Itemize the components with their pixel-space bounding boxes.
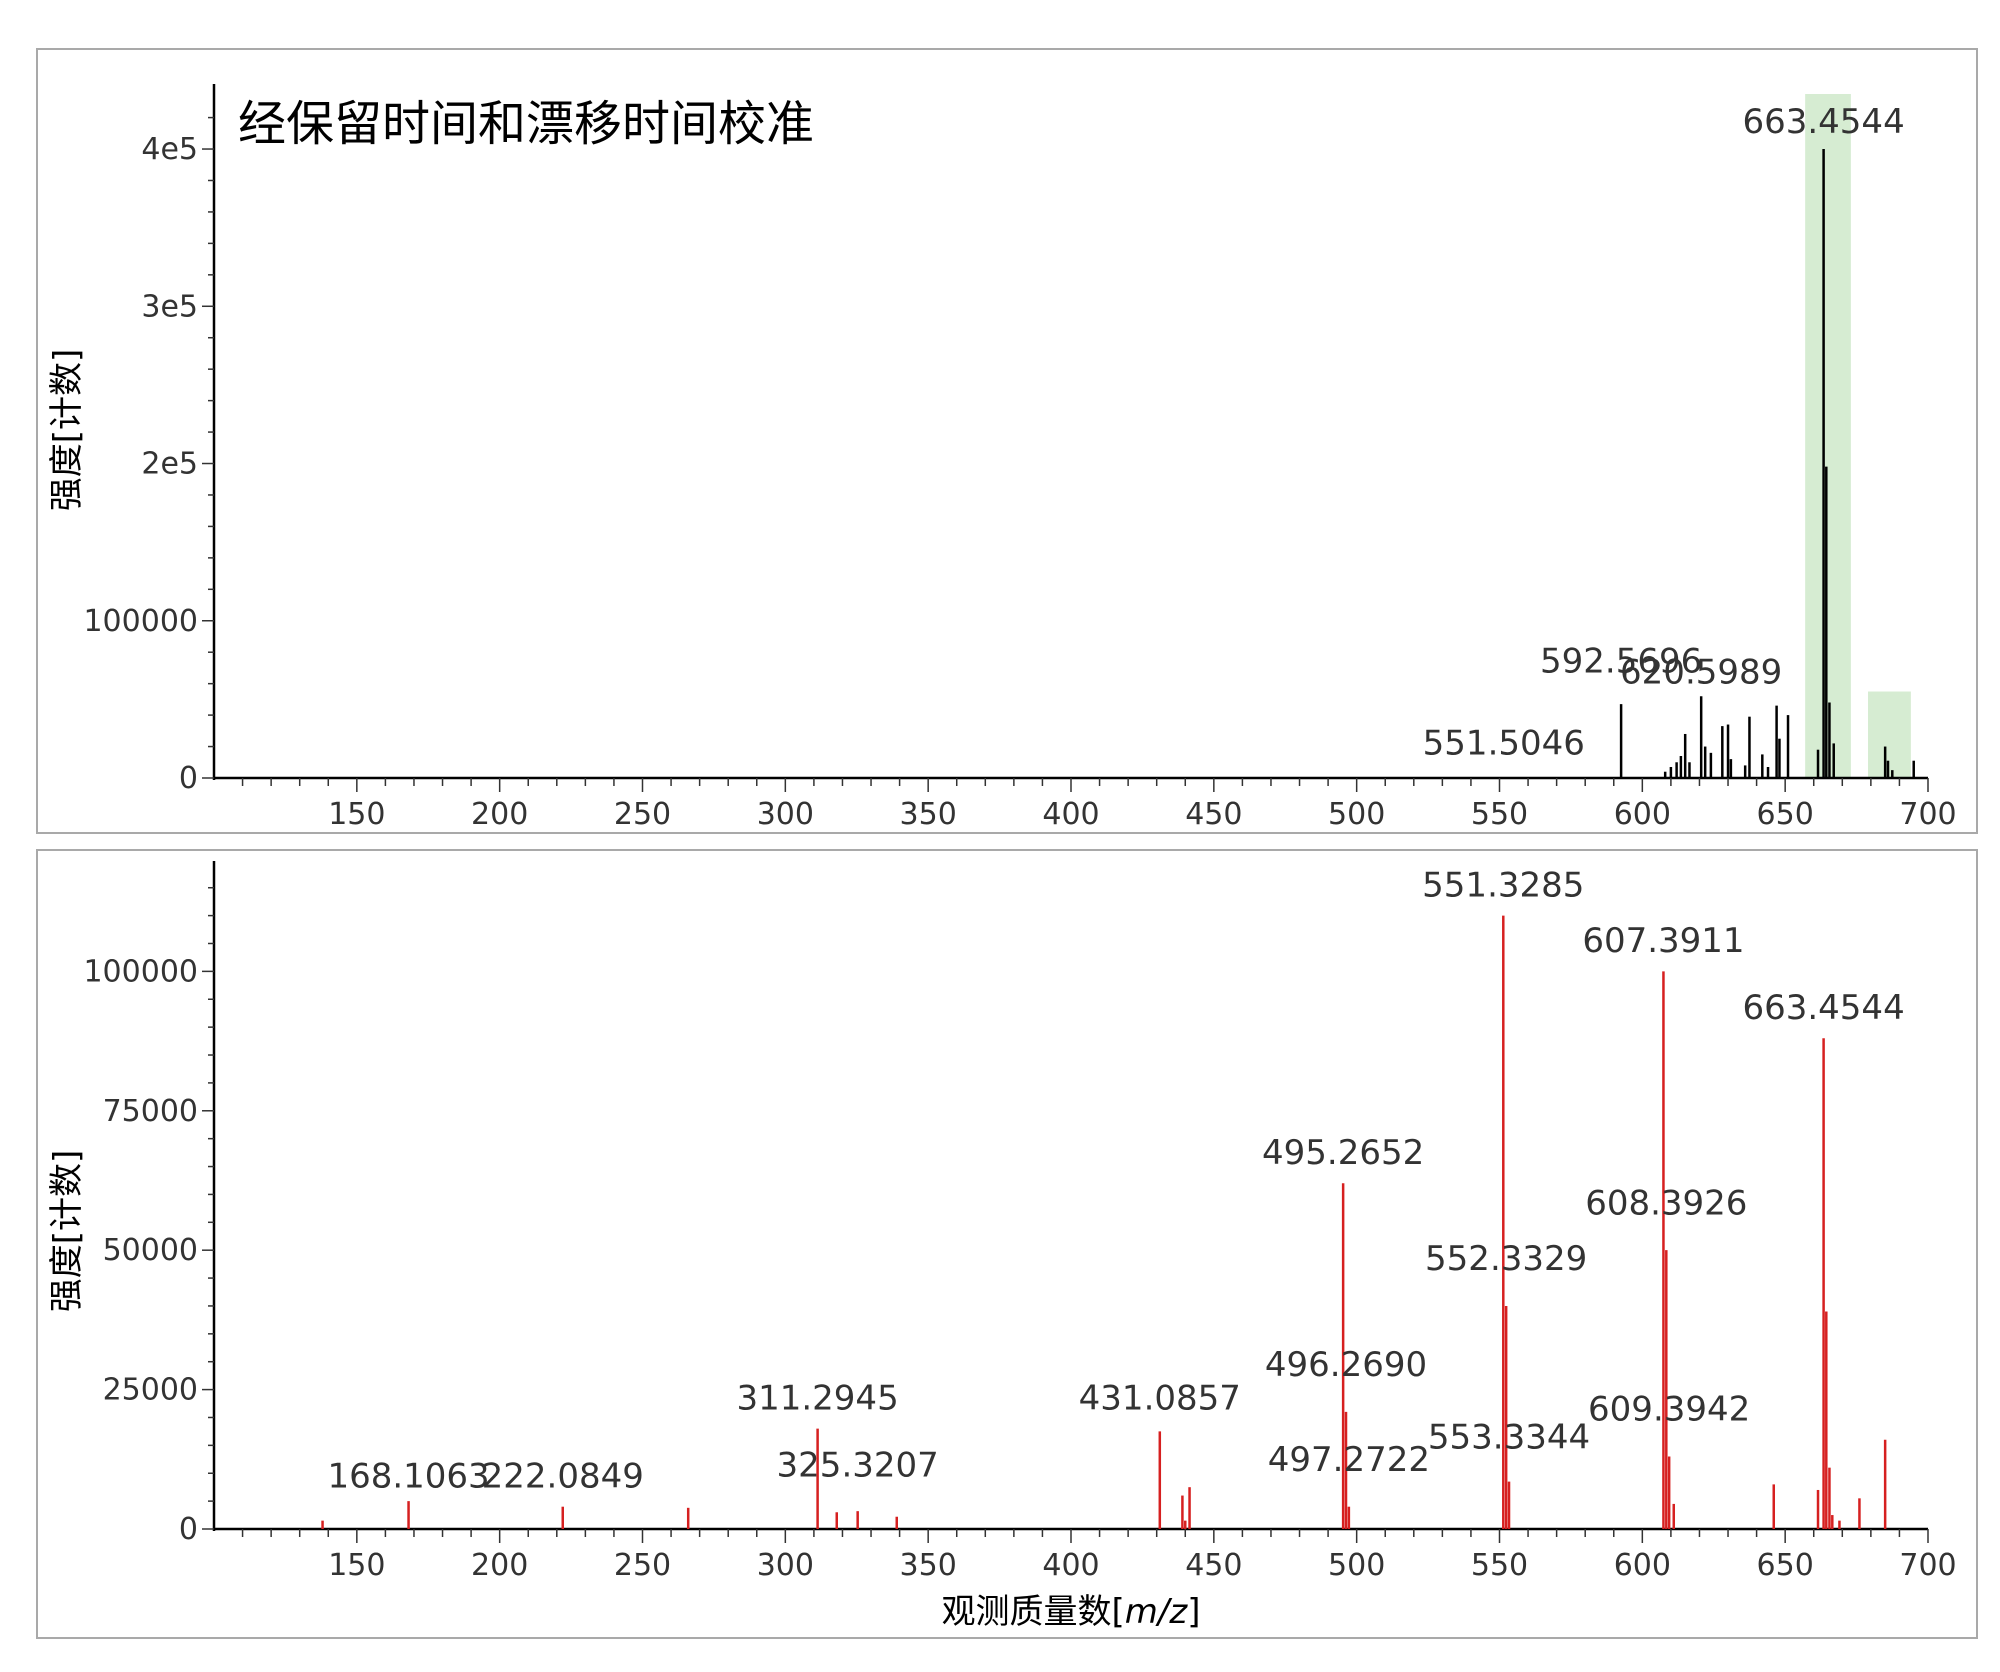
highlight-band bbox=[1805, 94, 1851, 778]
peak-label: 325.3207 bbox=[777, 1445, 939, 1485]
x-tick-label: 350 bbox=[900, 797, 957, 832]
y-tick-label: 4e5 bbox=[141, 132, 198, 167]
y-axis-label: 强度[计数] bbox=[47, 349, 87, 512]
peak-label: 311.2945 bbox=[736, 1378, 898, 1418]
chart-top: 150 200 250 300 350 400 450 500 550 600 650 700 0 100… bbox=[47, 84, 1957, 832]
y-tick-label: 3e5 bbox=[141, 289, 198, 324]
x-tick-label: 700 bbox=[1899, 1548, 1956, 1583]
y-axis-label: 强度[计数] bbox=[47, 1150, 87, 1313]
peak-label: 496.2690 bbox=[1265, 1345, 1427, 1385]
peak-label: 592.5696 bbox=[1540, 642, 1702, 682]
y-tick-label: 100000 bbox=[83, 604, 198, 639]
x-tick-label: 650 bbox=[1757, 797, 1814, 832]
x-tick-label: 550 bbox=[1471, 1548, 1528, 1583]
y-tick-label: 75000 bbox=[103, 1094, 198, 1129]
x-tick-label: 350 bbox=[900, 1548, 957, 1583]
x-tick-label: 200 bbox=[471, 797, 528, 832]
x-tick-label: 600 bbox=[1614, 1548, 1671, 1583]
peak-label: 607.3911 bbox=[1582, 921, 1744, 961]
x-tick-label: 150 bbox=[328, 1548, 385, 1583]
x-tick-label: 400 bbox=[1042, 1548, 1099, 1583]
peak-label: 609.3942 bbox=[1588, 1390, 1750, 1430]
x-tick-label: 300 bbox=[757, 1548, 814, 1583]
spectrum-panel-bottom: 150 200 250 300 350 400 450 500 550 600 650 700 0 250… bbox=[36, 849, 1978, 1639]
highlight-band bbox=[1868, 691, 1911, 778]
peak-label: 663.4544 bbox=[1742, 988, 1904, 1028]
y-tick-label: 0 bbox=[179, 1512, 198, 1547]
x-axis-label: 观测质量数[m/z] bbox=[942, 1592, 1201, 1632]
peak-label: 553.3344 bbox=[1428, 1418, 1590, 1458]
y-tick-label: 2e5 bbox=[141, 447, 198, 482]
x-tick-label: 500 bbox=[1328, 1548, 1385, 1583]
x-tick-label: 250 bbox=[614, 797, 671, 832]
peak-label: 551.3285 bbox=[1422, 865, 1584, 905]
x-tick-label: 500 bbox=[1328, 797, 1385, 832]
peak-label: 552.3329 bbox=[1425, 1239, 1587, 1279]
x-tick-label: 250 bbox=[614, 1548, 671, 1583]
x-tick-label: 450 bbox=[1185, 797, 1242, 832]
spectrum-panel-top: 150 200 250 300 350 400 450 500 550 600 650 700 0 100… bbox=[36, 48, 1978, 834]
chart-bottom: 150 200 250 300 350 400 450 500 550 600 650 700 0 250… bbox=[47, 861, 1957, 1632]
x-tick-label: 550 bbox=[1471, 797, 1528, 832]
x-tick-label: 150 bbox=[328, 797, 385, 832]
chart-title: 经保留时间和漂移时间校准 bbox=[238, 96, 814, 152]
peak-label: 608.3926 bbox=[1585, 1183, 1747, 1223]
y-tick-label: 0 bbox=[179, 761, 198, 796]
peak-label: 222.0849 bbox=[482, 1457, 644, 1497]
peak-label: 497.2722 bbox=[1268, 1440, 1430, 1480]
x-tick-label: 600 bbox=[1614, 797, 1671, 832]
peak-label: 495.2652 bbox=[1262, 1133, 1424, 1173]
peak-label: 551.5046 bbox=[1423, 723, 1585, 763]
peak-label: 168.1063 bbox=[327, 1457, 489, 1497]
y-tick-label: 100000 bbox=[83, 954, 198, 989]
x-tick-label: 700 bbox=[1899, 797, 1956, 832]
x-tick-label: 450 bbox=[1185, 1548, 1242, 1583]
peak-label: 620.5989 bbox=[1620, 653, 1782, 693]
x-tick-label: 300 bbox=[757, 797, 814, 832]
peak-label: 431.0857 bbox=[1079, 1378, 1241, 1418]
y-tick-label: 25000 bbox=[103, 1373, 198, 1408]
peak-label: 663.4544 bbox=[1742, 102, 1904, 142]
x-tick-label: 650 bbox=[1757, 1548, 1814, 1583]
x-tick-label: 400 bbox=[1042, 797, 1099, 832]
x-tick-label: 200 bbox=[471, 1548, 528, 1583]
y-tick-label: 50000 bbox=[103, 1233, 198, 1268]
